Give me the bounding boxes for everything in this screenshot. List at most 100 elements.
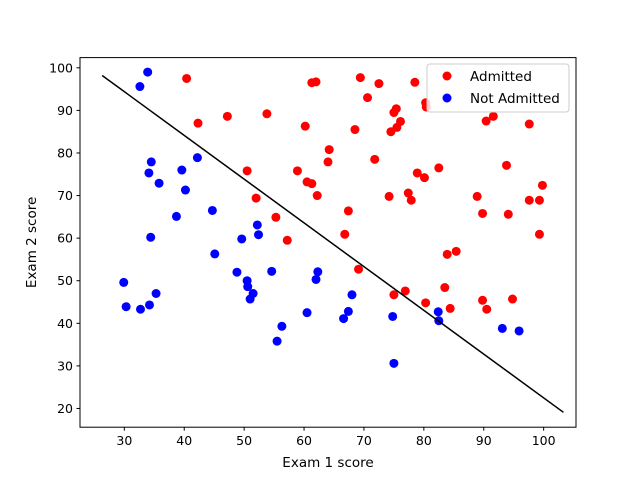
data-point [146, 232, 156, 242]
x-tick-label: 90 [476, 433, 492, 448]
data-point [488, 111, 498, 121]
data-point [307, 78, 317, 88]
legend: Admitted Not Admitted [426, 63, 570, 113]
data-point [267, 266, 277, 276]
data-point [374, 79, 384, 89]
y-tick-label: 30 [57, 358, 73, 373]
data-point [144, 300, 154, 310]
data-point [339, 314, 349, 324]
data-point [232, 267, 242, 277]
y-axis-label: Exam 2 score [24, 197, 40, 288]
data-point [445, 303, 455, 313]
data-point [193, 118, 203, 128]
data-point [324, 145, 334, 155]
data-point [354, 264, 364, 274]
plot-area [101, 67, 564, 413]
data-point [210, 249, 220, 259]
data-point [144, 168, 154, 178]
data-point [277, 321, 287, 331]
legend-marker-not-admitted [442, 93, 452, 103]
data-point [482, 304, 492, 314]
x-tick-label: 100 [532, 433, 556, 448]
series-admitted [182, 73, 547, 314]
data-point [207, 205, 217, 215]
data-point [311, 274, 321, 284]
data-point [363, 93, 373, 103]
data-point [391, 104, 401, 114]
data-point [182, 73, 192, 83]
plot-frame [79, 57, 577, 428]
data-point [135, 82, 145, 92]
data-point [478, 295, 488, 305]
data-point [502, 160, 512, 170]
data-point [313, 267, 323, 277]
data-point [262, 109, 272, 119]
data-point [242, 166, 252, 176]
y-tick-label: 90 [57, 103, 73, 118]
data-point [282, 235, 292, 245]
data-point [154, 178, 164, 188]
data-point [395, 116, 405, 126]
x-tick-label: 60 [296, 433, 312, 448]
data-point [451, 246, 461, 256]
data-point [312, 191, 322, 201]
decision-boundary-line [101, 74, 564, 413]
data-point [136, 304, 146, 314]
data-point [271, 212, 281, 222]
x-tick-label: 50 [236, 433, 252, 448]
data-point [434, 163, 444, 173]
data-point [151, 288, 161, 298]
x-tick-label: 30 [116, 433, 132, 448]
data-point [421, 298, 431, 308]
y-tick-label: 60 [57, 231, 73, 246]
data-point [146, 157, 156, 167]
data-point [384, 191, 394, 201]
data-point [472, 191, 482, 201]
data-point [302, 308, 312, 318]
data-point [177, 165, 187, 175]
data-point [400, 286, 410, 296]
axis-ticks: 30 40 50 60 70 80 90 100 20 30 40 50 60 70 80 90 100 [49, 60, 555, 448]
data-point [410, 77, 420, 87]
data-point [478, 208, 488, 218]
data-point [272, 336, 282, 346]
data-point [514, 326, 524, 336]
data-point [403, 188, 413, 198]
data-point [292, 166, 302, 176]
data-point [171, 211, 181, 221]
y-tick-label: 100 [49, 60, 73, 75]
y-tick-label: 40 [57, 316, 73, 331]
x-tick-label: 80 [416, 433, 432, 448]
data-point [245, 294, 255, 304]
data-point [481, 116, 491, 126]
legend-label-not-admitted: Not Admitted [470, 91, 560, 107]
data-point [307, 179, 317, 189]
data-point [180, 185, 190, 195]
legend-label-admitted: Admitted [470, 69, 532, 85]
data-point [252, 220, 262, 230]
data-point [237, 234, 247, 244]
data-point [440, 283, 450, 293]
legend-box [426, 63, 570, 113]
data-point [370, 154, 380, 164]
data-point [143, 67, 153, 77]
x-tick-label: 40 [176, 433, 192, 448]
y-tick-label: 70 [57, 188, 73, 203]
data-point [537, 180, 547, 190]
y-tick-label: 50 [57, 273, 73, 288]
data-point [419, 173, 429, 183]
series-not-admitted [119, 67, 524, 368]
data-point [343, 206, 353, 216]
data-point [347, 290, 357, 300]
data-point [442, 249, 452, 259]
y-tick-label: 80 [57, 145, 73, 160]
data-point [406, 195, 416, 205]
data-point [497, 323, 507, 333]
data-point [433, 307, 443, 317]
data-point [323, 157, 333, 167]
data-point [534, 195, 544, 205]
data-point [192, 153, 202, 163]
data-point [243, 282, 253, 292]
data-point [251, 193, 261, 203]
